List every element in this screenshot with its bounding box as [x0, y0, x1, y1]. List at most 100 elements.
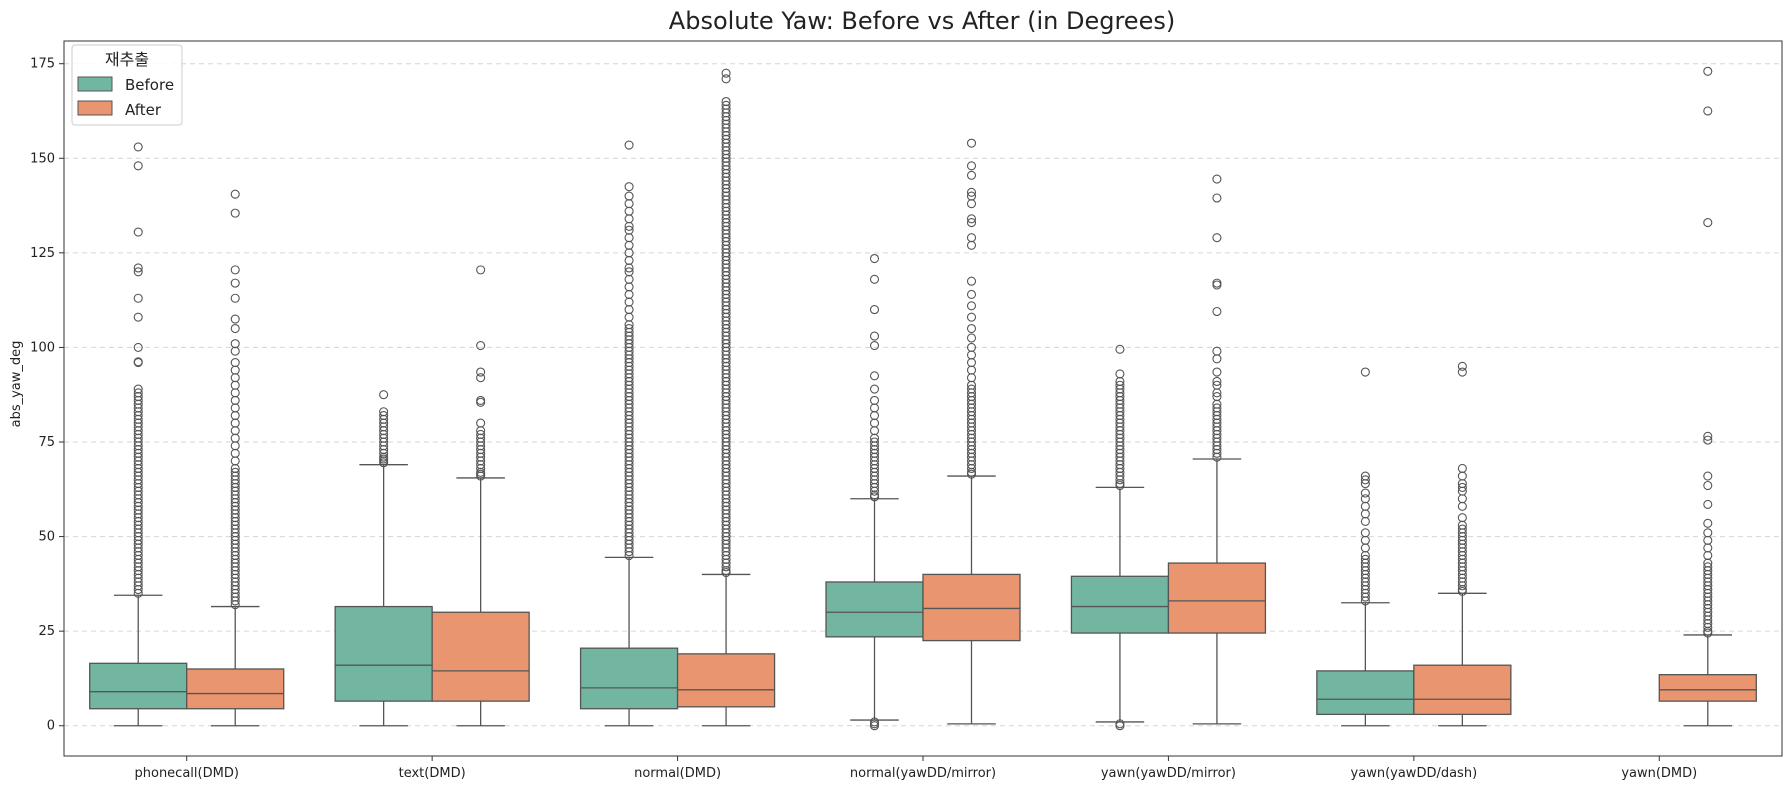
outlier-point: [966, 170, 977, 180]
outlier-point: [1115, 369, 1125, 379]
outlier-point: [1212, 278, 1222, 288]
outlier-point: [1703, 435, 1713, 445]
outlier-point: [1703, 528, 1713, 538]
outlier-point: [133, 263, 143, 273]
outlier-point: [966, 240, 977, 250]
iqr-box: [1070, 575, 1170, 634]
y-tick-label: 150: [30, 151, 55, 166]
outlier-point: [230, 358, 240, 368]
outlier-point: [869, 340, 880, 351]
iqr-box: [334, 605, 433, 702]
outlier-point: [133, 312, 143, 322]
outlier-point: [1115, 344, 1125, 354]
outlier-point: [624, 267, 634, 277]
outlier-point: [1703, 535, 1713, 545]
outlier-point: [624, 199, 634, 209]
outlier-point: [624, 233, 634, 243]
outlier-point: [966, 191, 977, 201]
outlier-point: [230, 467, 240, 477]
outlier-point: [133, 161, 143, 171]
iqr-box: [186, 668, 285, 710]
x-tick-label: yawn(DMD): [1621, 766, 1697, 781]
outlier-point: [966, 218, 977, 228]
outlier-point: [230, 433, 240, 443]
outlier-point: [966, 161, 977, 171]
outlier-point: [230, 448, 240, 458]
iqr-box: [825, 581, 924, 638]
outlier-point: [133, 267, 143, 277]
outlier-point: [624, 323, 634, 334]
outlier-point: [230, 395, 240, 405]
outlier-point: [230, 456, 240, 466]
outlier-point: [1360, 535, 1370, 545]
box-before-5: [1316, 367, 1415, 727]
outlier-point: [476, 429, 486, 439]
outlier-point: [476, 265, 486, 275]
outlier-point: [133, 388, 143, 398]
outlier-point: [624, 225, 634, 235]
outlier-point: [230, 346, 240, 356]
outlier-point: [869, 717, 880, 727]
outlier-point: [624, 297, 634, 307]
outlier-point: [869, 395, 880, 405]
box-after-6: [1658, 66, 1757, 727]
plot-frame: [63, 40, 1783, 757]
outlier-point: [133, 342, 143, 352]
legend-label-before: Before: [125, 76, 174, 94]
outlier-point: [1212, 346, 1222, 356]
outlier-point: [966, 138, 977, 148]
outlier-point: [1212, 403, 1222, 413]
outlier-point: [721, 100, 731, 110]
box-before-2: [579, 140, 679, 727]
outlier-point: [721, 96, 731, 107]
outlier-point: [1703, 106, 1713, 116]
outlier-point: [230, 410, 240, 421]
outlier-point: [230, 339, 240, 349]
outlier-point: [1212, 376, 1222, 387]
outlier-point: [966, 199, 977, 209]
outlier-point: [230, 323, 240, 334]
outlier-point: [624, 312, 634, 322]
outlier-point: [721, 68, 731, 78]
outlier-point: [230, 373, 240, 383]
outlier-point: [1457, 367, 1467, 377]
outlier-point: [476, 373, 486, 383]
outlier-point: [1703, 562, 1713, 572]
outlier-point: [230, 314, 240, 324]
outlier-point: [1212, 306, 1222, 317]
outlier-point: [1457, 524, 1467, 534]
box-after-4: [1167, 174, 1267, 725]
outlier-point: [966, 358, 977, 368]
outlier-point: [230, 293, 240, 303]
outlier-point: [624, 182, 634, 192]
outlier-point: [869, 384, 880, 394]
outlier-point: [379, 410, 389, 421]
outlier-point: [869, 418, 880, 428]
y-tick-label: 0: [47, 719, 55, 734]
outlier-point: [869, 253, 880, 264]
outlier-point: [966, 365, 977, 375]
outlier-point: [1703, 431, 1713, 441]
outlier-point: [624, 191, 634, 201]
y-tick-label: 100: [30, 340, 55, 355]
box-after-0: [186, 189, 285, 727]
outlier-point: [1703, 480, 1713, 491]
outlier-point: [1457, 513, 1467, 523]
outlier-point: [966, 333, 977, 343]
outlier-point: [1457, 501, 1467, 511]
outlier-point: [1360, 501, 1370, 511]
box-after-5: [1413, 361, 1512, 727]
outlier-point: [624, 255, 634, 265]
outlier-point: [1212, 380, 1222, 390]
outlier-point: [1360, 475, 1370, 485]
iqr-box: [579, 647, 679, 710]
outlier-point: [1360, 543, 1370, 553]
outlier-point: [1212, 354, 1222, 364]
outlier-point: [869, 331, 880, 341]
outlier-point: [1360, 516, 1370, 526]
iqr-box: [676, 653, 776, 708]
outlier-point: [1457, 494, 1467, 504]
outlier-point: [230, 380, 240, 390]
outlier-point: [1703, 66, 1713, 76]
